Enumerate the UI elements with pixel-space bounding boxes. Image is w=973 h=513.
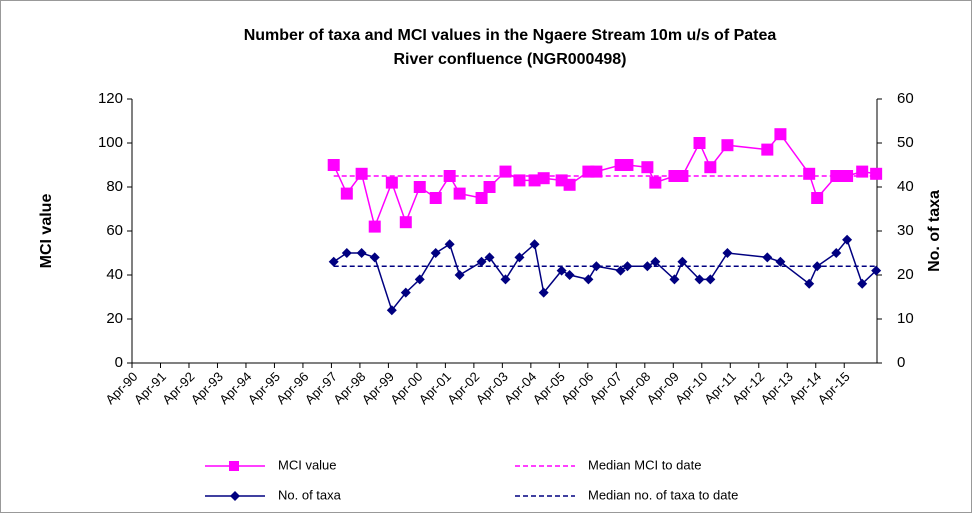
marker <box>327 159 340 171</box>
marker <box>649 176 662 189</box>
marker <box>621 159 634 171</box>
marker <box>591 261 602 272</box>
marker <box>355 167 368 180</box>
marker <box>454 270 465 280</box>
marker <box>537 172 550 185</box>
y2-tick-label: 10 <box>897 310 914 327</box>
y2-tick-label: 20 <box>897 266 914 283</box>
y-tick-label: 20 <box>106 310 123 327</box>
legend-label: No. of taxa <box>278 487 342 502</box>
marker <box>386 305 397 316</box>
marker <box>476 256 487 267</box>
marker <box>803 167 816 180</box>
marker <box>453 187 466 200</box>
marker <box>413 181 426 193</box>
marker <box>811 192 824 204</box>
marker <box>774 128 787 141</box>
marker <box>564 270 575 280</box>
marker <box>842 234 853 245</box>
legend-label: MCI value <box>278 457 337 472</box>
marker <box>762 252 773 263</box>
marker <box>414 274 425 285</box>
marker <box>341 248 352 258</box>
marker <box>484 252 495 263</box>
marker <box>369 252 380 263</box>
marker <box>583 274 594 285</box>
marker <box>385 176 398 189</box>
marker <box>761 143 774 156</box>
y2-tick-label: 30 <box>897 222 914 239</box>
marker <box>721 139 734 152</box>
marker <box>641 161 654 174</box>
marker <box>528 174 541 187</box>
marker <box>563 178 576 191</box>
y2-axis-label: No. of taxa <box>926 190 943 272</box>
marker <box>830 170 843 182</box>
marker <box>430 248 441 258</box>
y-axis-label: MCI value <box>38 194 55 269</box>
marker <box>340 187 353 200</box>
marker <box>804 278 815 289</box>
marker <box>368 220 381 233</box>
marker <box>556 265 567 276</box>
marker <box>704 161 717 174</box>
marker <box>328 256 339 267</box>
marker <box>500 274 511 285</box>
marker <box>693 137 706 149</box>
marker <box>650 256 661 267</box>
y2-tick-label: 60 <box>897 90 914 107</box>
marker <box>429 192 442 204</box>
y-tick-label: 80 <box>106 178 123 195</box>
marker <box>622 261 633 272</box>
legend-label: Median no. of taxa to date <box>588 487 738 502</box>
y2-tick-label: 0 <box>897 354 905 371</box>
y2-tick-label: 50 <box>897 134 914 151</box>
marker <box>590 165 603 178</box>
marker <box>514 252 525 263</box>
chart-title: River confluence (NGR000498) <box>394 51 627 68</box>
marker <box>615 265 626 276</box>
marker <box>356 248 367 258</box>
legend-marker <box>230 491 240 501</box>
y-tick-label: 60 <box>106 222 123 239</box>
y-tick-label: 100 <box>98 134 123 151</box>
marker <box>831 248 842 258</box>
marker <box>722 248 733 258</box>
marker <box>871 265 882 276</box>
marker <box>399 216 412 229</box>
marker <box>705 274 716 285</box>
y-tick-label: 40 <box>106 266 123 283</box>
legend-marker <box>229 461 239 471</box>
y-tick-label: 120 <box>98 90 123 107</box>
marker <box>475 192 488 204</box>
marker <box>775 256 786 267</box>
chart-title: Number of taxa and MCI values in the Nga… <box>244 27 777 44</box>
marker <box>669 274 680 285</box>
marker <box>529 239 540 250</box>
marker <box>857 278 868 289</box>
marker <box>856 165 869 178</box>
marker <box>400 287 411 298</box>
y-tick-label: 0 <box>115 354 123 371</box>
legend-label: Median MCI to date <box>588 457 701 472</box>
marker <box>694 274 705 285</box>
marker <box>538 287 549 298</box>
marker <box>677 256 688 267</box>
marker <box>513 174 526 187</box>
marker <box>444 239 455 250</box>
y2-tick-label: 40 <box>897 178 914 195</box>
marker <box>499 165 512 178</box>
marker <box>483 181 496 193</box>
marker <box>870 167 883 180</box>
